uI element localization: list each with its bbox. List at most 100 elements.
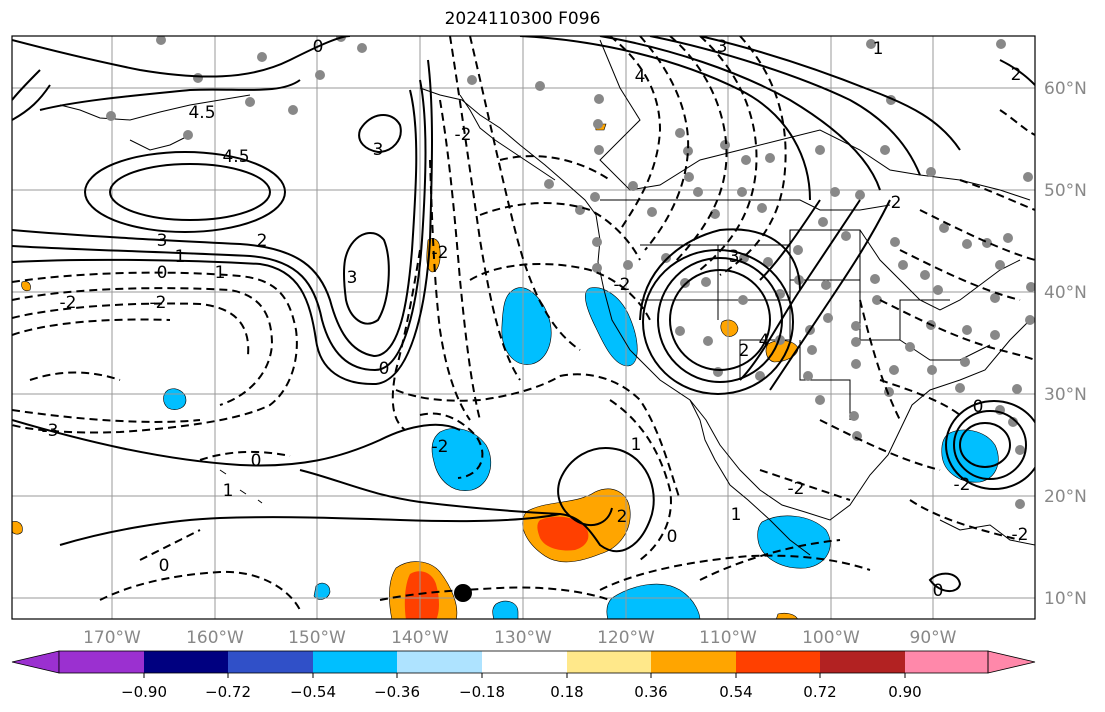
colorbar-extend-high [987, 650, 1036, 674]
contour-label: 4 [759, 331, 770, 351]
contour-label: 4.5 [188, 103, 215, 123]
contour-label: -2 [1012, 525, 1029, 545]
contour-label: -3 [42, 421, 59, 441]
contour-label: 0 [159, 556, 170, 576]
latitude-label: 50°N [1044, 181, 1087, 201]
blue-region [431, 428, 492, 491]
colorbar: −0.90 −0.72 −0.54 −0.36 −0.18 0.18 0.36 … [11, 650, 1036, 701]
contour-label: 0 [933, 581, 944, 601]
longitude-label: 100°W [802, 628, 860, 648]
map-title: 2024110300 F096 [444, 9, 601, 29]
orange-region [720, 319, 739, 337]
red-region [404, 571, 439, 619]
coastlines [59, 39, 1035, 556]
colorbar-segment [228, 651, 313, 673]
contour-label: -2 [455, 125, 472, 145]
longitude-labels: 170°W 160°W 150°W 140°W 130°W 120°W 110°… [83, 628, 957, 648]
colorbar-segment [820, 651, 905, 673]
shading-layer [12, 123, 999, 619]
contour-label: 2 [617, 507, 628, 527]
latitude-label: 20°N [1044, 487, 1087, 507]
orange-region [12, 521, 23, 535]
colorbar-tick-label: 0.36 [634, 683, 667, 701]
contour-label: -2 [150, 293, 167, 313]
latitude-label: 60°N [1044, 79, 1087, 99]
colorbar-tick-label: 0.90 [888, 683, 921, 701]
contour-label: 2 [739, 341, 750, 361]
contour-label: 4.5 [222, 147, 249, 167]
longitude-label: 90°W [910, 628, 957, 648]
blue-region [757, 515, 831, 569]
blue-region [313, 582, 331, 600]
colorbar-segment [397, 651, 482, 673]
dashed-contours [12, 36, 1035, 611]
colorbar-segment [736, 651, 820, 673]
contour-label: 1 [175, 247, 186, 267]
contour-label: 3 [717, 37, 728, 57]
contour-label: 0 [251, 451, 262, 471]
blue-region [492, 600, 519, 619]
latitude-label: 10°N [1044, 589, 1087, 609]
contour-label: 1 [631, 435, 642, 455]
contour-labels: -2 -2 0 1 1 3 2 4.5 4.5 3 3 -3 0 1 0 -2 … [42, 37, 1029, 601]
contour-label: 0 [973, 397, 984, 417]
orange-region [21, 281, 31, 292]
blue-region [606, 583, 701, 619]
latitude-label: 40°N [1044, 283, 1087, 303]
station-dots [106, 36, 1035, 509]
red-region [537, 516, 589, 551]
contour-label: 3 [729, 247, 740, 267]
colorbar-tick-label: −0.18 [459, 683, 505, 701]
contour-label: -2 [788, 479, 805, 499]
colorbar-segment [59, 651, 144, 673]
contour-label: 2 [257, 231, 268, 251]
colorbar-tick-label: −0.72 [205, 683, 251, 701]
contour-label: 1 [215, 263, 226, 283]
latitude-label: 30°N [1044, 385, 1087, 405]
longitude-label: 130°W [494, 628, 552, 648]
contour-label: 3 [347, 268, 358, 288]
blue-region [585, 287, 638, 367]
colorbar-segment [482, 651, 567, 673]
contour-label: 2 [1011, 65, 1022, 85]
contour-label: 2 [891, 193, 902, 213]
contour-label: 0 [157, 263, 168, 283]
contour-label: 0 [379, 359, 390, 379]
contour-label: -2 [432, 243, 449, 263]
longitude-label: 110°W [699, 628, 757, 648]
longitude-label: 160°W [186, 628, 244, 648]
contour-label: 3 [373, 140, 384, 160]
longitude-label: 120°W [597, 628, 655, 648]
contour-label: -2 [614, 275, 631, 295]
contour-label: -2 [954, 475, 971, 495]
orange-region [776, 612, 798, 619]
colorbar-extend-low [11, 650, 60, 674]
contour-label: 1 [873, 39, 884, 59]
contour-label: 0 [667, 527, 678, 547]
longitude-label: 150°W [288, 628, 346, 648]
contour-label: 1 [223, 481, 234, 501]
longitude-label: 170°W [83, 628, 141, 648]
colorbar-tick-label: 0.18 [550, 683, 583, 701]
colorbar-segment [144, 651, 228, 673]
colorbar-tick-label: −0.36 [374, 683, 420, 701]
storm-center-marker [454, 584, 472, 602]
colorbar-segment [651, 651, 736, 673]
plot-frame [11, 35, 1036, 620]
blue-region [941, 429, 999, 483]
contour-label: 4 [635, 67, 646, 87]
colorbar-segment [567, 651, 651, 673]
longitude-label: 140°W [391, 628, 449, 648]
colorbar-tick-label: 0.54 [719, 683, 752, 701]
contour-label: 3 [157, 231, 168, 251]
colorbar-segment [313, 651, 397, 673]
colorbar-segment [905, 651, 988, 673]
contour-label: 0 [313, 37, 324, 57]
colorbar-tick-label: −0.90 [121, 683, 167, 701]
contour-label: -2 [60, 293, 77, 313]
latitude-labels: 60°N 50°N 40°N 30°N 20°N 10°N [1044, 79, 1087, 609]
colorbar-tick-label: −0.54 [290, 683, 336, 701]
contour-label: 1 [731, 505, 742, 525]
contour-label: -2 [432, 437, 449, 457]
